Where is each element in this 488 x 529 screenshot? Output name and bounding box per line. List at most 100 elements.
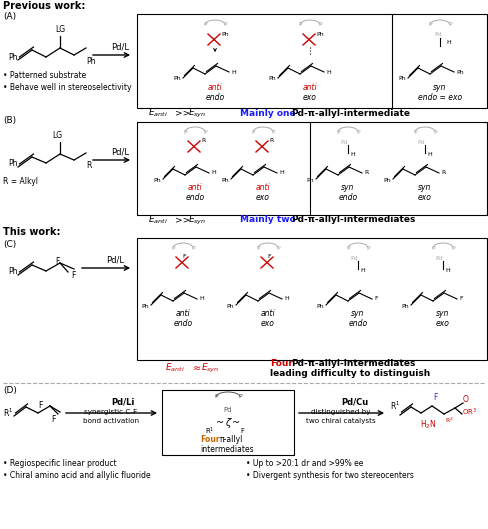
Text: endo: endo <box>348 320 367 329</box>
Text: intermediates: intermediates <box>200 445 253 454</box>
Text: R$^2$: R$^2$ <box>444 415 453 425</box>
Text: (A): (A) <box>3 13 16 22</box>
Text: H: H <box>445 40 450 44</box>
Text: R = Alkyl: R = Alkyl <box>3 178 38 187</box>
Text: exo: exo <box>261 320 274 329</box>
Text: F: F <box>240 428 244 434</box>
Text: P: P <box>171 245 174 251</box>
Text: • Divergent synthesis for two stereocenters: • Divergent synthesis for two stereocent… <box>245 470 413 479</box>
Text: anti: anti <box>207 83 222 92</box>
Text: Ph: Ph <box>226 304 234 308</box>
Text: Pd-π-allyl-intermediate: Pd-π-allyl-intermediate <box>290 108 409 117</box>
Text: • Behave well in stereoselectivity: • Behave well in stereoselectivity <box>3 84 131 93</box>
Text: π-allyl: π-allyl <box>220 435 243 444</box>
Text: P: P <box>256 245 259 251</box>
Text: F: F <box>458 296 462 302</box>
Text: endo: endo <box>185 194 204 203</box>
Text: anti: anti <box>255 184 270 193</box>
Text: Ph: Ph <box>455 69 463 75</box>
Text: P: P <box>298 23 301 28</box>
Text: Pd: Pd <box>340 140 347 144</box>
Text: Mainly one: Mainly one <box>240 108 298 117</box>
Text: P: P <box>336 130 339 134</box>
Text: Ph: Ph <box>398 77 405 81</box>
Text: P: P <box>214 395 217 399</box>
Text: (B): (B) <box>3 116 16 125</box>
Text: Previous work:: Previous work: <box>3 1 85 11</box>
Text: F: F <box>55 258 59 267</box>
Text: P: P <box>430 245 434 251</box>
Text: >>: >> <box>175 108 190 117</box>
Text: Ph: Ph <box>316 304 324 308</box>
Text: OR$^3$: OR$^3$ <box>461 406 476 418</box>
Text: H: H <box>349 152 354 158</box>
Text: $\mathit{E}_{anti}$: $\mathit{E}_{anti}$ <box>148 214 167 226</box>
Text: Ph: Ph <box>8 52 18 61</box>
Bar <box>137 238 486 360</box>
Text: F: F <box>432 394 436 403</box>
Text: Ph: Ph <box>8 268 18 277</box>
Text: endo: endo <box>173 320 192 329</box>
Text: Ph: Ph <box>221 178 228 183</box>
Text: P: P <box>223 23 226 28</box>
Text: Pd: Pd <box>349 256 357 260</box>
Text: $\mathit{E}_{anti}$: $\mathit{E}_{anti}$ <box>148 107 167 119</box>
Text: • Up to >20:1 dr and >99% ee: • Up to >20:1 dr and >99% ee <box>245 459 363 468</box>
Text: (C): (C) <box>3 240 16 249</box>
Text: F: F <box>51 415 55 424</box>
Text: exo: exo <box>417 194 431 203</box>
Text: exo: exo <box>435 320 449 329</box>
Text: synergistic C-F: synergistic C-F <box>84 409 137 415</box>
Text: F: F <box>71 270 75 279</box>
Text: H: H <box>230 69 235 75</box>
Text: Pd-π-allyl-intermediates: Pd-π-allyl-intermediates <box>290 359 414 368</box>
Text: leading difficulty to distinguish: leading difficulty to distinguish <box>269 369 429 379</box>
Text: anti: anti <box>260 309 275 318</box>
Text: Pd/L: Pd/L <box>106 256 124 264</box>
Text: • Chiral amino acid and allylic fluoride: • Chiral amino acid and allylic fluoride <box>3 470 150 479</box>
Text: H: H <box>279 170 283 176</box>
Text: LG: LG <box>52 132 62 141</box>
Text: bond activation: bond activation <box>83 418 139 424</box>
Text: P: P <box>203 23 206 28</box>
Text: P: P <box>251 130 254 134</box>
Text: H: H <box>284 296 288 302</box>
Text: R: R <box>268 139 273 143</box>
Text: Four: Four <box>200 435 219 444</box>
Text: Pd/L: Pd/L <box>111 148 129 157</box>
Text: Ph: Ph <box>401 304 408 308</box>
Text: P: P <box>276 245 279 251</box>
Text: P: P <box>427 23 431 28</box>
Text: F: F <box>38 400 42 409</box>
Text: endo: endo <box>338 194 357 203</box>
Text: H$_2$N: H$_2$N <box>419 419 435 431</box>
Text: (D): (D) <box>3 387 17 396</box>
Text: Ph: Ph <box>268 77 275 81</box>
Text: endo = exo: endo = exo <box>417 93 461 102</box>
Text: distinguished by: distinguished by <box>311 409 370 415</box>
Text: Ph: Ph <box>221 32 228 37</box>
Text: P: P <box>366 245 369 251</box>
Text: ~: ~ <box>216 418 224 428</box>
Text: Ph: Ph <box>173 77 181 81</box>
Text: LG: LG <box>55 25 65 34</box>
Text: Pd/Cu: Pd/Cu <box>340 397 367 406</box>
Text: Ph: Ph <box>383 178 390 183</box>
Text: $\mathit{E}_{anti}$: $\mathit{E}_{anti}$ <box>164 362 184 374</box>
Text: Pd: Pd <box>224 407 232 413</box>
Text: P: P <box>271 130 274 134</box>
Text: This work:: This work: <box>3 227 61 237</box>
Text: H: H <box>426 152 431 158</box>
Bar <box>137 122 486 215</box>
Text: Ph: Ph <box>141 304 149 308</box>
Text: R$^1$: R$^1$ <box>205 425 214 436</box>
Text: ≈: ≈ <box>193 363 201 373</box>
Text: Ph: Ph <box>8 159 18 168</box>
Text: H: H <box>199 296 203 302</box>
Text: ζ: ζ <box>225 418 230 428</box>
Text: Pd/Li: Pd/Li <box>111 397 134 406</box>
Text: exo: exo <box>303 93 316 102</box>
Text: two chiral catalysts: two chiral catalysts <box>305 418 375 424</box>
Text: R$^1$: R$^1$ <box>389 400 400 412</box>
Text: syn: syn <box>417 184 431 193</box>
